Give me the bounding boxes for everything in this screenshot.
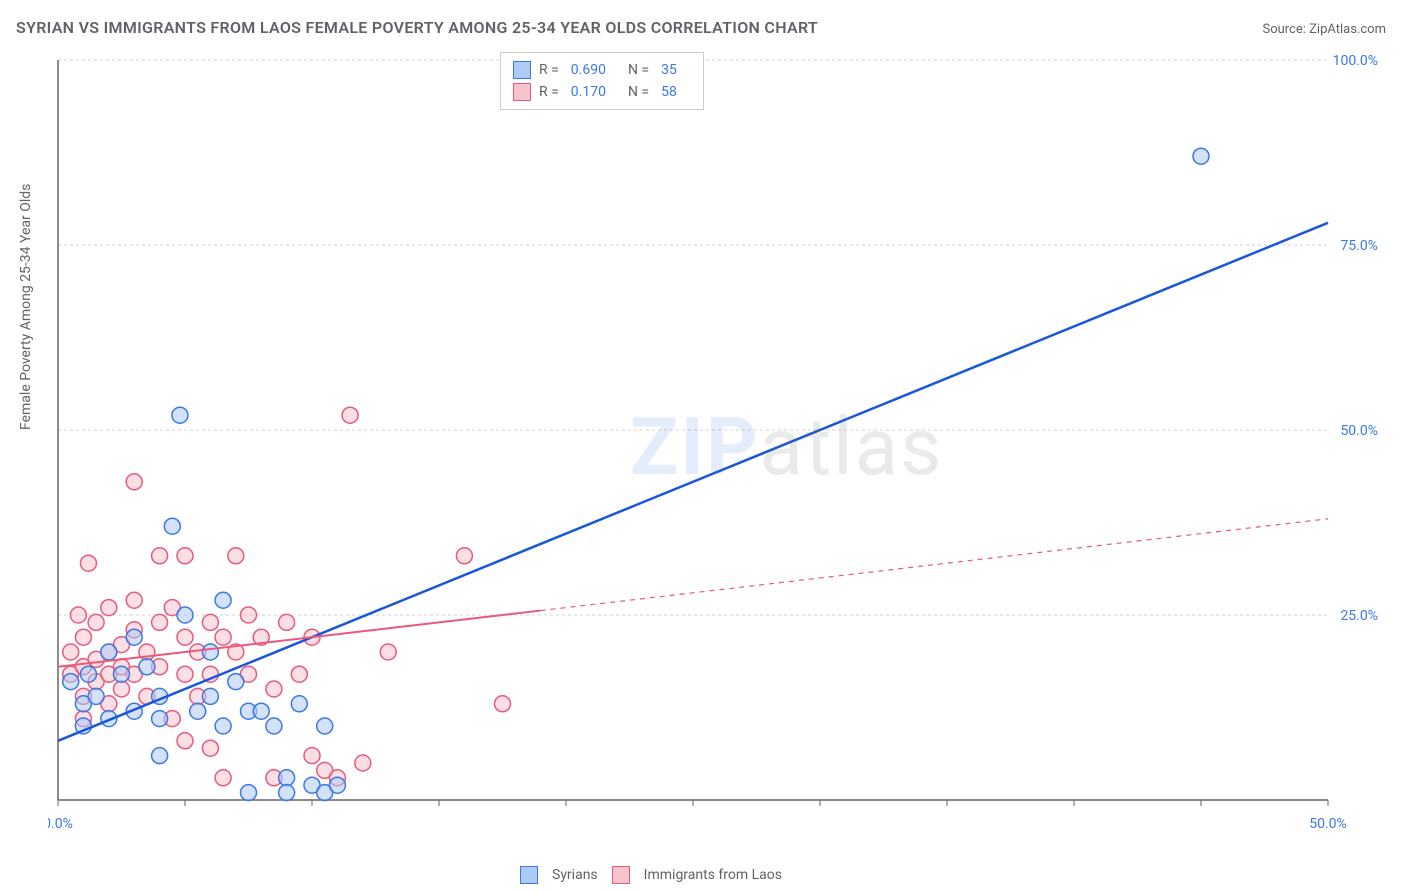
svg-text:100.0%: 100.0% <box>1333 53 1378 69</box>
r-value: 0.690 <box>571 62 606 78</box>
scatter-chart-svg: 25.0% 50.0% 75.0% 100.0% 0.0% 50.0% <box>48 50 1388 840</box>
series-legend: Syrians Immigrants from Laos <box>520 866 782 884</box>
svg-text:50.0%: 50.0% <box>1340 423 1378 439</box>
legend-label: Immigrants from Laos <box>644 867 782 883</box>
y-axis-label: Female Poverty Among 25-34 Year Olds <box>18 184 34 430</box>
stats-legend: R = 0.690 N = 35 R = 0.170 N = 58 <box>500 52 704 110</box>
n-label: N = <box>628 84 649 100</box>
r-value: 0.170 <box>571 84 606 100</box>
chart-title: SYRIAN VS IMMIGRANTS FROM LAOS FEMALE PO… <box>16 18 818 37</box>
legend-swatch <box>513 83 531 101</box>
stats-legend-row: R = 0.690 N = 35 <box>513 59 691 81</box>
source-attribution: Source: ZipAtlas.com <box>1262 22 1386 37</box>
r-label: R = <box>539 84 559 100</box>
n-value: 58 <box>661 84 677 100</box>
n-label: N = <box>628 62 649 78</box>
svg-text:25.0%: 25.0% <box>1340 608 1378 624</box>
svg-text:50.0%: 50.0% <box>1309 816 1347 832</box>
stats-legend-row: R = 0.170 N = 58 <box>513 81 691 103</box>
legend-label: Syrians <box>552 867 598 883</box>
legend-swatch <box>612 866 630 884</box>
legend-swatch <box>520 866 538 884</box>
r-label: R = <box>539 62 559 78</box>
chart-area: 25.0% 50.0% 75.0% 100.0% 0.0% 50.0% <box>48 50 1388 840</box>
legend-swatch <box>513 61 531 79</box>
n-value: 35 <box>661 62 677 78</box>
svg-text:0.0%: 0.0% <box>48 816 73 832</box>
svg-text:75.0%: 75.0% <box>1340 238 1378 254</box>
